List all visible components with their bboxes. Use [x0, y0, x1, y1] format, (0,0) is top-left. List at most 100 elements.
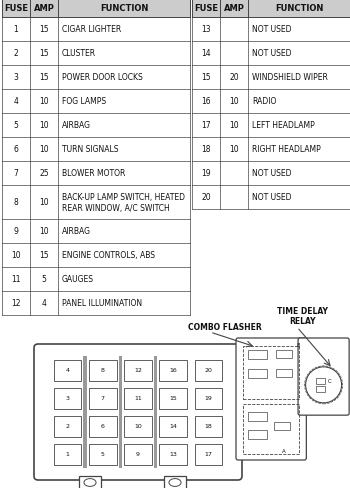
Text: BLOWER MOTOR: BLOWER MOTOR — [62, 169, 125, 178]
Bar — [89, 387, 117, 408]
Text: COMBO FLASHER: COMBO FLASHER — [188, 323, 262, 331]
Text: 4: 4 — [65, 368, 70, 373]
Text: 10: 10 — [39, 97, 49, 106]
Text: 13: 13 — [201, 25, 211, 35]
Bar — [119, 356, 122, 468]
Bar — [192, 18, 350, 42]
Text: 10: 10 — [229, 145, 239, 154]
Text: FUSE: FUSE — [194, 4, 218, 14]
Bar — [274, 422, 290, 430]
Text: 10: 10 — [229, 121, 239, 130]
Text: 9: 9 — [14, 227, 19, 236]
Text: 15: 15 — [39, 251, 49, 260]
Text: POWER DOOR LOCKS: POWER DOOR LOCKS — [62, 73, 143, 82]
Text: FUSE: FUSE — [4, 4, 28, 14]
Text: AMP: AMP — [224, 4, 244, 14]
Text: 9: 9 — [136, 451, 140, 457]
Text: 12: 12 — [11, 299, 21, 308]
Text: AIRBAG: AIRBAG — [62, 227, 91, 236]
Text: C: C — [328, 379, 331, 384]
Text: TIME DELAY
RELAY: TIME DELAY RELAY — [276, 306, 328, 325]
Text: 10: 10 — [134, 424, 142, 428]
Bar — [2, 185, 190, 220]
Bar — [248, 430, 267, 439]
Bar — [160, 416, 187, 437]
Bar — [195, 416, 222, 437]
Bar — [2, 220, 190, 244]
Text: 8: 8 — [101, 368, 105, 373]
Text: NOT USED: NOT USED — [252, 193, 292, 202]
Text: 10: 10 — [39, 145, 49, 154]
Bar — [89, 360, 117, 381]
Bar — [154, 356, 158, 468]
Text: 15: 15 — [39, 49, 49, 59]
Text: 1: 1 — [66, 451, 70, 457]
Bar — [248, 350, 267, 359]
Bar — [192, 114, 350, 138]
Bar — [54, 360, 81, 381]
Bar — [89, 444, 117, 465]
Text: 2: 2 — [65, 424, 70, 428]
Bar — [2, 244, 190, 267]
Bar — [276, 369, 292, 377]
Text: 1: 1 — [14, 25, 18, 35]
Text: 15: 15 — [169, 396, 177, 401]
Text: 11: 11 — [11, 275, 21, 284]
Bar — [316, 378, 324, 384]
Bar — [2, 18, 190, 42]
Bar — [195, 387, 222, 408]
Text: 25: 25 — [39, 169, 49, 178]
Text: 5: 5 — [101, 451, 105, 457]
Text: FUNCTION: FUNCTION — [100, 4, 148, 14]
Text: 10: 10 — [11, 251, 21, 260]
Text: RADIO: RADIO — [252, 97, 276, 106]
Circle shape — [306, 367, 342, 403]
Text: CLUSTER: CLUSTER — [62, 49, 96, 59]
FancyBboxPatch shape — [236, 338, 306, 460]
Text: 3: 3 — [65, 396, 70, 401]
Bar — [248, 369, 267, 378]
Text: PANEL ILLUMINATION: PANEL ILLUMINATION — [62, 299, 142, 308]
Text: 4: 4 — [14, 97, 19, 106]
Bar — [160, 360, 187, 381]
Text: 19: 19 — [204, 396, 212, 401]
Text: TURN SIGNALS: TURN SIGNALS — [62, 145, 119, 154]
Text: 18: 18 — [201, 145, 211, 154]
Bar — [195, 360, 222, 381]
Bar — [2, 291, 190, 315]
Text: 20: 20 — [201, 193, 211, 202]
Ellipse shape — [84, 479, 96, 487]
Text: 20: 20 — [204, 368, 212, 373]
Bar — [79, 476, 101, 488]
Text: 8: 8 — [296, 343, 300, 347]
Bar — [192, 66, 350, 90]
Text: 5: 5 — [14, 121, 19, 130]
Bar — [2, 114, 190, 138]
Bar — [2, 138, 190, 162]
Text: 2: 2 — [14, 49, 18, 59]
Text: 11: 11 — [134, 396, 142, 401]
Text: 18: 18 — [204, 424, 212, 428]
Bar — [192, 138, 350, 162]
Text: 10: 10 — [229, 97, 239, 106]
Text: 3: 3 — [14, 73, 19, 82]
Text: 12: 12 — [134, 368, 142, 373]
Bar — [54, 387, 81, 408]
Text: 15: 15 — [201, 73, 211, 82]
Text: NOT USED: NOT USED — [252, 169, 292, 178]
Text: 17: 17 — [201, 121, 211, 130]
Text: NOT USED: NOT USED — [252, 25, 292, 35]
Text: 14: 14 — [201, 49, 211, 59]
Text: 5: 5 — [42, 275, 47, 284]
Text: 19: 19 — [201, 169, 211, 178]
FancyBboxPatch shape — [34, 345, 242, 480]
Text: 15: 15 — [39, 25, 49, 35]
Text: WINDSHIELD WIPER: WINDSHIELD WIPER — [252, 73, 328, 82]
Bar — [54, 416, 81, 437]
Bar — [2, 0, 190, 18]
Text: 10: 10 — [39, 227, 49, 236]
Text: 7: 7 — [101, 396, 105, 401]
FancyBboxPatch shape — [298, 338, 349, 415]
Bar — [316, 386, 324, 392]
Text: FOG LAMPS: FOG LAMPS — [62, 97, 106, 106]
